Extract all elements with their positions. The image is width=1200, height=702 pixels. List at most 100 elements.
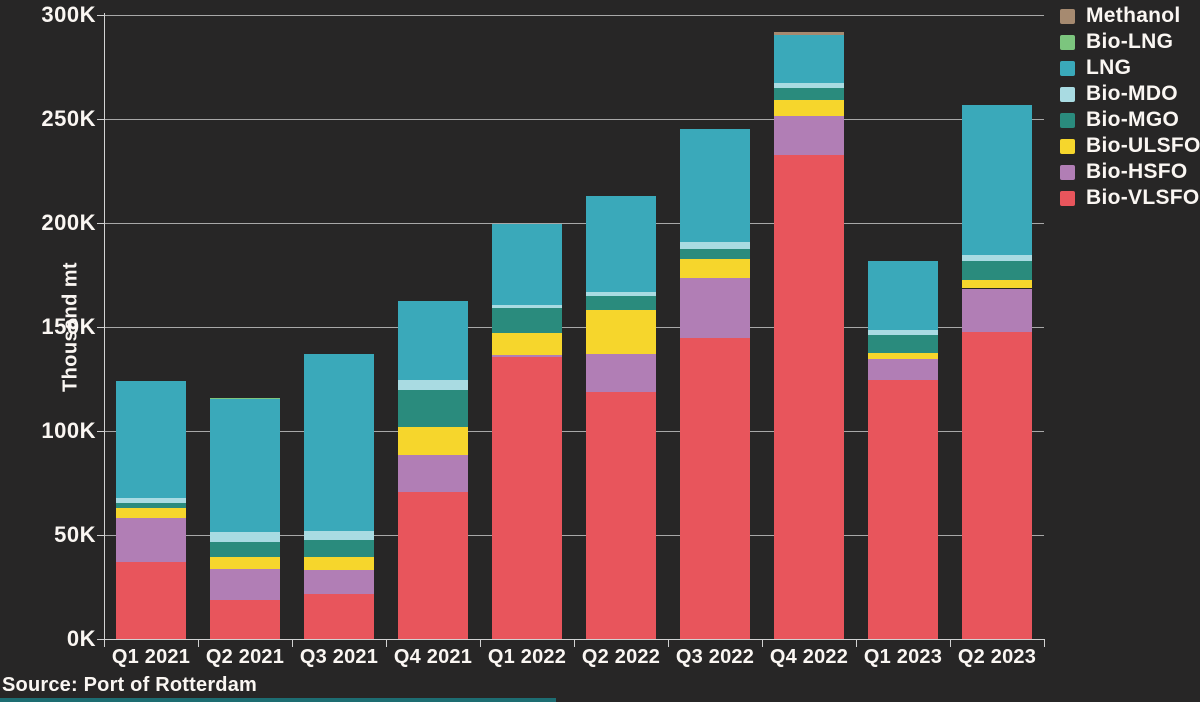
bar-segment-bio-mdo <box>774 82 844 88</box>
y-axis-tick-label: 300K <box>41 2 96 27</box>
gridline-50K <box>104 535 1044 536</box>
bar-segment-bio-mdo <box>116 497 186 503</box>
legend-swatch <box>1060 190 1075 206</box>
legend-item-bio-mgo: Bio-MGO <box>1060 107 1200 133</box>
bar-segment-bio-vlsfo <box>210 600 280 640</box>
bar-segment-lng <box>398 300 468 380</box>
x-axis-tick-label: Q1 2022 <box>487 646 567 668</box>
x-axis-tick-label: Q2 2022 <box>581 646 661 668</box>
bar-segment-bio-hsfo <box>680 278 750 339</box>
bar-segment-bio-ulsfo <box>492 333 562 356</box>
bar-segment-bio-mdo <box>586 291 656 296</box>
bar-segment-bio-mdo <box>868 330 938 336</box>
bar-segment-bio-vlsfo <box>774 155 844 640</box>
bar-segment-bio-vlsfo <box>492 357 562 640</box>
legend-swatch <box>1060 8 1075 24</box>
bar-q3-2022 <box>680 129 750 640</box>
x-tick <box>1044 640 1045 647</box>
legend-swatch <box>1060 86 1075 102</box>
x-tick <box>292 640 293 647</box>
legend-item-bio-lng: Bio-LNG <box>1060 29 1200 55</box>
y-axis-tick-label: 150K <box>41 314 96 339</box>
legend-item-methanol: Methanol <box>1060 3 1200 29</box>
x-axis-tick-label: Q2 2021 <box>205 646 285 668</box>
bar-segment-bio-mdo <box>962 255 1032 262</box>
bar-segment-bio-mdo <box>492 305 562 309</box>
bar-segment-bio-vlsfo <box>680 338 750 640</box>
bar-segment-bio-mgo <box>868 335 938 353</box>
x-tick <box>856 640 857 647</box>
bar-segment-bio-hsfo <box>210 569 280 601</box>
bar-q3-2021 <box>304 354 374 640</box>
bar-segment-bio-ulsfo <box>868 352 938 360</box>
bar-segment-bio-ulsfo <box>304 556 374 571</box>
gridline-200K <box>104 223 1044 224</box>
bar-segment-bio-ulsfo <box>398 426 468 455</box>
bar-segment-lng <box>774 34 844 83</box>
x-tick <box>574 640 575 647</box>
legend-swatch <box>1060 112 1075 128</box>
bar-segment-bio-vlsfo <box>116 562 186 640</box>
bar-segment-bio-ulsfo <box>680 259 750 279</box>
bar-q2-2021 <box>210 397 280 640</box>
bar-segment-bio-ulsfo <box>774 100 844 116</box>
bar-q2-2022 <box>586 195 656 640</box>
bar-segment-bio-mgo <box>210 542 280 557</box>
y-axis-tick-label: 50K <box>54 522 96 547</box>
legend-swatch <box>1060 138 1075 154</box>
bar-segment-lng <box>962 105 1032 256</box>
bar-q1-2023 <box>868 261 938 640</box>
x-tick <box>762 640 763 647</box>
x-axis-tick-label: Q1 2021 <box>111 646 191 668</box>
plot-area <box>104 10 1044 640</box>
bar-segment-bio-hsfo <box>492 355 562 358</box>
bar-q1-2021 <box>116 381 186 640</box>
bar-segment-bio-hsfo <box>774 115 844 156</box>
y-tick <box>97 327 104 328</box>
bar-segment-bio-hsfo <box>868 359 938 380</box>
y-tick <box>97 15 104 16</box>
y-axis-tick-label: 250K <box>41 106 96 131</box>
legend-item-bio-ulsfo: Bio-ULSFO <box>1060 133 1200 159</box>
bar-segment-bio-hsfo <box>398 454 468 493</box>
bar-segment-lng <box>680 129 750 242</box>
bar-segment-bio-ulsfo <box>962 280 1032 289</box>
bar-segment-bio-vlsfo <box>962 332 1032 640</box>
x-tick <box>668 640 669 647</box>
bar-segment-bio-mgo <box>492 308 562 334</box>
legend-item-lng: LNG <box>1060 55 1200 81</box>
bar-q1-2022 <box>492 224 562 640</box>
legend-item-bio-mdo: Bio-MDO <box>1060 81 1200 107</box>
legend-label: Bio-MDO <box>1086 82 1178 105</box>
bar-q4-2021 <box>398 300 468 640</box>
x-axis-tick-label: Q3 2022 <box>675 646 755 668</box>
x-tick <box>198 640 199 647</box>
y-axis-tick-label: 100K <box>41 418 96 443</box>
bar-segment-bio-mdo <box>304 530 374 541</box>
y-tick <box>97 639 104 640</box>
bar-segment-bio-mdo <box>210 531 280 543</box>
bar-segment-bio-mgo <box>304 540 374 557</box>
bar-segment-bio-mgo <box>586 295 656 311</box>
x-axis-tick-label: Q3 2021 <box>299 646 379 668</box>
bar-segment-bio-vlsfo <box>304 594 374 640</box>
bar-segment-bio-mdo <box>680 241 750 249</box>
gridline-250K <box>104 119 1044 120</box>
bar-segment-bio-ulsfo <box>210 556 280 570</box>
legend-label: Bio-LNG <box>1086 30 1174 53</box>
x-tick <box>104 640 105 647</box>
bar-segment-bio-mdo <box>398 380 468 391</box>
y-tick <box>97 431 104 432</box>
legend-label: Methanol <box>1086 4 1181 27</box>
legend-label: Bio-VLSFO <box>1086 186 1200 209</box>
legend: Methanol Bio-LNG LNG Bio-MDO Bio-MGO Bio-ULSF… <box>1060 3 1200 211</box>
x-tick <box>386 640 387 647</box>
legend-label: Bio-ULSFO <box>1086 134 1200 157</box>
bar-segment-bio-hsfo <box>586 354 656 393</box>
bar-segment-bio-mgo <box>962 261 1032 281</box>
legend-item-bio-hsfo: Bio-HSFO <box>1060 159 1200 185</box>
x-axis-tick-label: Q4 2021 <box>393 646 473 668</box>
y-axis-tick-label: 200K <box>41 210 96 235</box>
bar-segment-lng <box>210 398 280 532</box>
